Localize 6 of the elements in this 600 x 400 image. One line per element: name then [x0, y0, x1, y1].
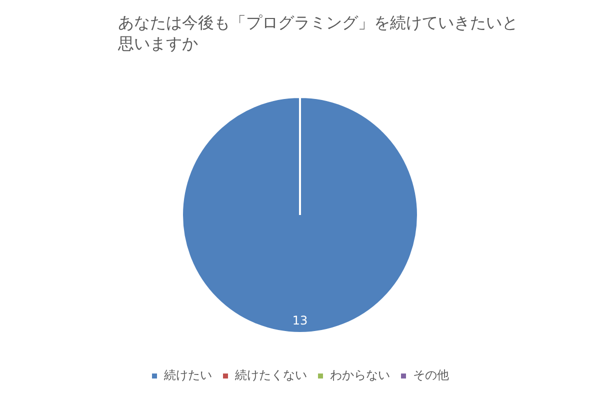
data-label: 13 — [292, 313, 308, 328]
legend-label: その他 — [413, 368, 449, 382]
legend-label: 続けたい — [163, 368, 212, 382]
legend-label: わからない — [330, 368, 390, 382]
chart-title: あなたは今後も「プログラミング」を続けていきたいと思いますか — [118, 12, 519, 54]
legend-label: 続けたくない — [234, 368, 307, 382]
